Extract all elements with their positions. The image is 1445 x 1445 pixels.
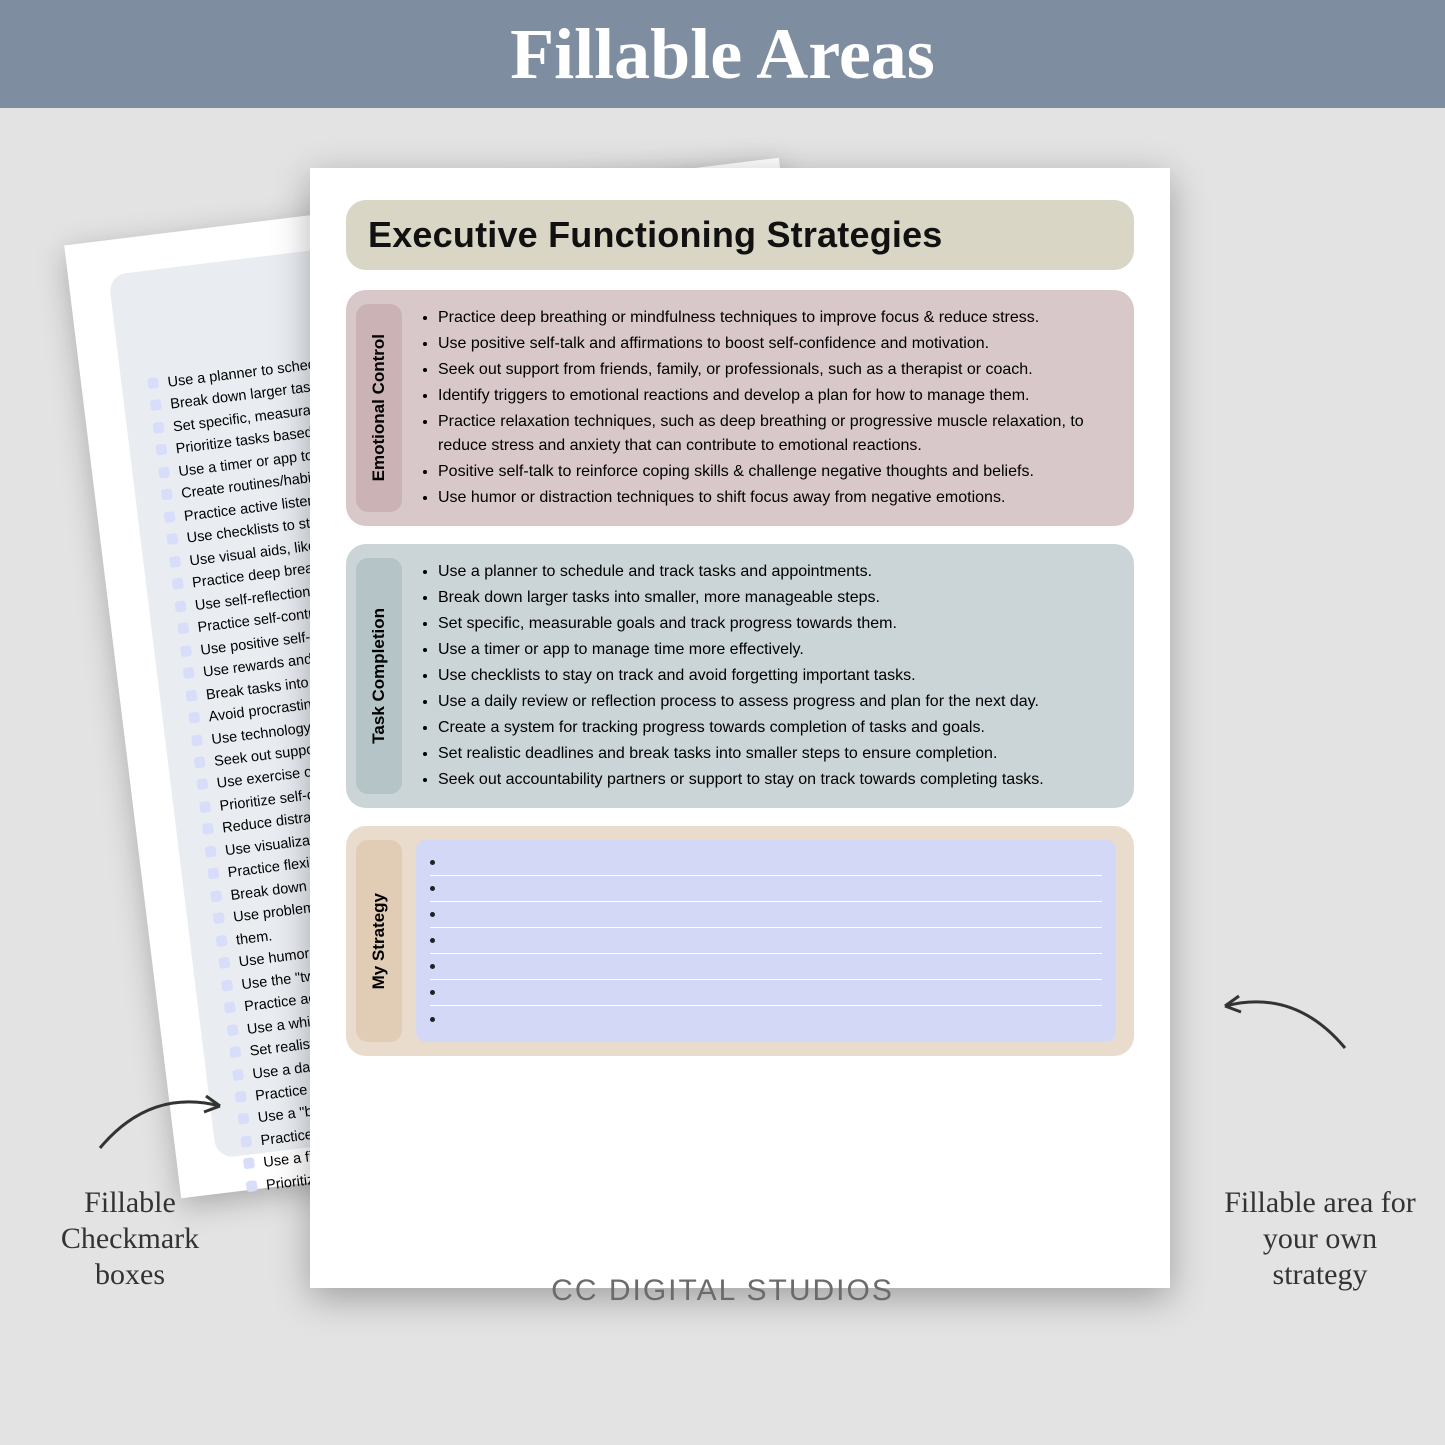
fillable-line[interactable] xyxy=(430,902,1102,928)
tab-task-completion: Task Completion xyxy=(356,558,402,794)
section-emotional-control: Emotional Control Practice deep breathin… xyxy=(346,290,1134,526)
fillable-line[interactable] xyxy=(430,954,1102,980)
list-item: Set realistic deadlines and break tasks … xyxy=(438,742,1116,766)
emotional-control-list: Practice deep breathing or mindfulness t… xyxy=(416,304,1116,512)
fillable-line[interactable] xyxy=(430,980,1102,1006)
list-item: Use humor or distraction techniques to s… xyxy=(438,486,1116,510)
tab-my-strategy: My Strategy xyxy=(356,840,402,1042)
list-item: Use a planner to schedule and track task… xyxy=(438,560,1116,584)
bullet-icon xyxy=(430,964,435,969)
list-item: Set specific, measurable goals and track… xyxy=(438,612,1116,636)
bullet-icon xyxy=(430,860,435,865)
list-item: Seek out accountability partners or supp… xyxy=(438,768,1116,792)
banner: Fillable Areas xyxy=(0,0,1445,108)
list-item: Use checklists to stay on track and avoi… xyxy=(438,664,1116,688)
tab-label-my-strategy: My Strategy xyxy=(369,893,389,989)
bullet-icon xyxy=(430,1017,435,1022)
tab-label-task: Task Completion xyxy=(369,608,389,744)
fillable-line[interactable] xyxy=(430,928,1102,954)
list-item: Create a system for tracking progress to… xyxy=(438,716,1116,740)
tab-label-emotional: Emotional Control xyxy=(369,334,389,481)
list-item: Break down larger tasks into smaller, mo… xyxy=(438,586,1116,610)
fillable-strategy-area[interactable] xyxy=(416,840,1116,1042)
section-my-strategy: My Strategy xyxy=(346,826,1134,1056)
task-completion-list: Use a planner to schedule and track task… xyxy=(416,558,1116,794)
list-item: Use positive self-talk and affirmations … xyxy=(438,332,1116,356)
section-task-completion: Task Completion Use a planner to schedul… xyxy=(346,544,1134,808)
bullet-icon xyxy=(430,912,435,917)
list-item: Practice deep breathing or mindfulness t… xyxy=(438,306,1116,330)
fillable-line[interactable] xyxy=(430,1006,1102,1032)
fillable-line[interactable] xyxy=(430,850,1102,876)
callout-checkmark-boxes: Fillable Checkmark boxes xyxy=(35,1185,225,1293)
brand-footer: CC DIGITAL STUDIOS xyxy=(551,1274,894,1308)
list-item: Seek out support from friends, family, o… xyxy=(438,358,1116,382)
list-item: Practice relaxation techniques, such as … xyxy=(438,410,1116,458)
page-title: Executive Functioning Strategies xyxy=(368,214,1112,256)
bullet-icon xyxy=(430,938,435,943)
tab-emotional-control: Emotional Control xyxy=(356,304,402,512)
list-item: Identify triggers to emotional reactions… xyxy=(438,384,1116,408)
title-pill: Executive Functioning Strategies xyxy=(346,200,1134,270)
fillable-line[interactable] xyxy=(430,876,1102,902)
bullet-icon xyxy=(430,990,435,995)
banner-title: Fillable Areas xyxy=(510,13,935,96)
bullet-icon xyxy=(430,886,435,891)
callout-own-strategy: Fillable area for your own strategy xyxy=(1220,1185,1420,1293)
stage: Executive Strategies Use a planner to sc… xyxy=(0,108,1445,1328)
list-item: Positive self-talk to reinforce coping s… xyxy=(438,460,1116,484)
arrow-right-icon xyxy=(1205,978,1355,1073)
list-item: Use a daily review or reflection process… xyxy=(438,690,1116,714)
arrow-left-icon xyxy=(90,1078,240,1173)
foreground-page: Executive Functioning Strategies Emotion… xyxy=(310,168,1170,1288)
list-item: Use a timer or app to manage time more e… xyxy=(438,638,1116,662)
